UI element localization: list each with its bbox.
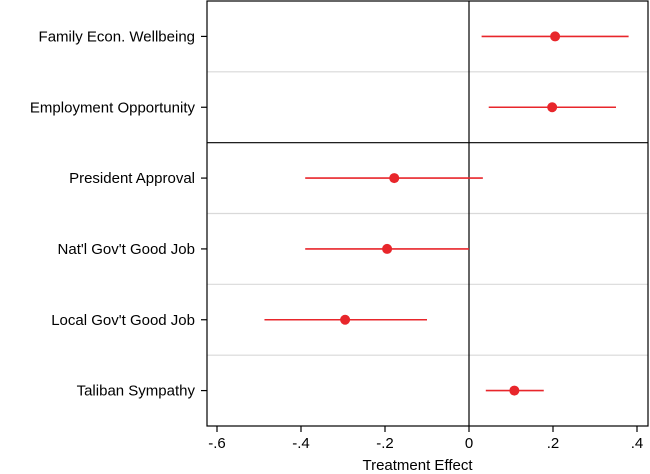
x-tick-label: .2: [547, 435, 560, 452]
point-estimate: [547, 102, 558, 113]
row-label: Family Econ. Wellbeing: [39, 28, 195, 45]
x-tick-label: .4: [631, 435, 644, 452]
x-tick-label: 0: [465, 435, 473, 452]
point-estimate: [389, 173, 400, 184]
point-estimate: [340, 314, 351, 325]
plot-border: [206, 0, 649, 427]
row-label: President Approval: [69, 170, 195, 187]
x-axis-title: Treatment Effect: [362, 457, 473, 474]
row-label: Local Gov't Good Job: [51, 312, 195, 329]
row-label: Employment Opportunity: [30, 99, 196, 116]
point-estimate: [509, 385, 520, 396]
x-tick-label: -.4: [292, 435, 310, 452]
point-estimate: [382, 243, 393, 254]
x-tick-label: -.6: [208, 435, 226, 452]
row-label: Taliban Sympathy: [77, 383, 196, 400]
point-estimates: [340, 31, 561, 396]
row-label: Nat'l Gov't Good Job: [58, 241, 195, 258]
grid-lines: [207, 71, 648, 356]
x-axis-ticks: -.6 -.4 -.2 0 .2 .4: [208, 426, 643, 452]
point-estimate: [550, 31, 561, 42]
plot-frame: [206, 0, 649, 427]
x-tick-label: -.2: [376, 435, 394, 452]
row-labels: Family Econ. Wellbeing Employment Opportu…: [30, 28, 207, 400]
